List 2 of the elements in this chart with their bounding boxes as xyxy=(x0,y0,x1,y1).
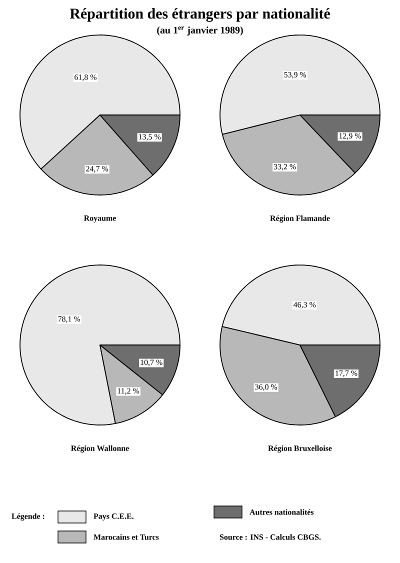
chart-title: Répartition des étrangers par nationalité xyxy=(70,8,330,22)
chart-subtitle: (au 1$^{er}$ janvier 1989) xyxy=(157,26,243,36)
